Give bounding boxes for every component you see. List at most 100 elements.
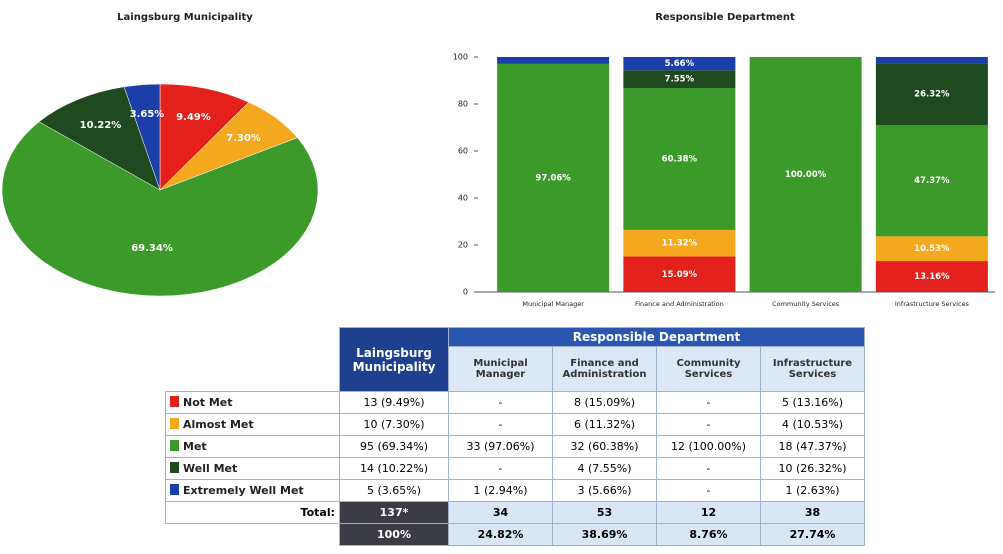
total-cell: 53 <box>552 501 657 524</box>
percent-cell: 24.82% <box>448 523 553 546</box>
total-cell: 38 <box>760 501 865 524</box>
x-tick-label: Finance and Administration <box>635 300 724 308</box>
y-tick-label: 0 <box>463 288 468 297</box>
table-row: Met 95 (69.34%) 33 (97.06%) 32 (60.38%) 12 (… <box>165 435 865 458</box>
row-label: Met <box>165 435 340 458</box>
table-row: 100% 24.82% 38.69% 8.76% 27.74% <box>166 523 865 546</box>
table-cell: 1 (2.63%) <box>760 479 865 502</box>
pie-label: 10.22% <box>80 120 122 131</box>
column-header: Municipal Manager <box>448 346 553 392</box>
pie-label: 9.49% <box>176 112 211 123</box>
row-label-text: Not Met <box>183 396 233 409</box>
pie-slice <box>159 83 250 191</box>
pie-label: 3.65% <box>130 109 165 120</box>
bar-title: Responsible Department <box>655 12 795 23</box>
bar-segment <box>875 261 988 292</box>
pie-slice <box>1 121 319 297</box>
table-cell: 13 (9.49%) <box>339 391 449 414</box>
bar-segment <box>497 57 610 64</box>
table-row: Municipal Manager Finance and Administrat… <box>166 346 865 392</box>
color-swatch <box>170 418 179 429</box>
row-label-text: Almost Met <box>183 418 254 431</box>
bar-label: 7.55% <box>665 75 695 85</box>
y-tick-label: 20 <box>458 241 468 250</box>
bar-label: 10.53% <box>914 244 950 254</box>
column-header: Finance and Administration <box>552 346 657 392</box>
y-tick-label: 40 <box>458 194 468 203</box>
x-tick-label: Community Services <box>772 300 840 308</box>
bar-label: 11.32% <box>662 239 698 249</box>
table-cell: - <box>656 413 761 436</box>
table-cell: 18 (47.37%) <box>760 435 865 458</box>
pie-title: Laingsburg Municipality <box>117 12 253 23</box>
x-tick-label: Infrastructure Services <box>895 300 970 308</box>
total-cell: 137* <box>339 501 449 524</box>
table-cell: 3 (5.66%) <box>552 479 657 502</box>
percent-cell: 100% <box>339 523 449 546</box>
table-row: Laingsburg Municipality Responsible Depar… <box>166 327 865 392</box>
total-cell: 34 <box>448 501 553 524</box>
charts: Laingsburg Municipality Responsible Depa… <box>1 12 995 308</box>
table-cell: 32 (60.38%) <box>552 435 657 458</box>
table-row: Extremely Well Met 5 (3.65%) 1 (2.94%) 3 (5… <box>165 479 865 502</box>
color-swatch <box>170 462 179 473</box>
total-cell: 12 <box>656 501 761 524</box>
row-label: Extremely Well Met <box>165 479 340 502</box>
table-cell: 95 (69.34%) <box>339 435 449 458</box>
pie-label: 7.30% <box>226 133 261 144</box>
spacer <box>166 524 340 546</box>
table-cell: 5 (3.65%) <box>339 479 449 502</box>
group-header: Responsible Department <box>448 327 865 347</box>
table-cell: 10 (26.32%) <box>760 457 865 480</box>
table-cell: 8 (15.09%) <box>552 391 657 414</box>
row-label: Almost Met <box>165 413 340 436</box>
column-header: Laingsburg Municipality <box>339 327 449 392</box>
corner <box>166 328 340 392</box>
table-cell: 14 (10.22%) <box>339 457 449 480</box>
percent-cell: 27.74% <box>760 523 865 546</box>
color-swatch <box>170 396 179 407</box>
bar-label: 60.38% <box>662 154 698 164</box>
results-table: Laingsburg Municipality Responsible Depar… <box>165 327 865 546</box>
column-header: Infrastructure Services <box>760 346 865 392</box>
table-cell: 33 (97.06%) <box>448 435 553 458</box>
bar-segment <box>623 229 736 257</box>
table-cell: 1 (2.94%) <box>448 479 553 502</box>
bar-label: 100.00% <box>785 170 827 180</box>
bar-segment <box>623 57 736 71</box>
table-cell: 10 (7.30%) <box>339 413 449 436</box>
table-cell: - <box>448 413 553 436</box>
y-tick-label: 80 <box>458 100 468 109</box>
table-row: Not Met 13 (9.49%) -8 (15.09%) -5 (13.16%) <box>165 391 865 414</box>
row-label-text: Extremely Well Met <box>183 484 304 497</box>
table-cell: - <box>656 479 761 502</box>
bar-segment <box>875 63 988 126</box>
table-cell: - <box>656 391 761 414</box>
table-cell: - <box>448 457 553 480</box>
row-label: Not Met <box>165 391 340 414</box>
bar-segment <box>875 236 988 262</box>
y-tick-label: 100 <box>453 53 468 62</box>
bar-segment <box>875 56 988 64</box>
table-cell: - <box>448 391 553 414</box>
row-label-text: Well Met <box>183 462 238 475</box>
table-cell: 4 (10.53%) <box>760 413 865 436</box>
bar-segment <box>623 256 736 292</box>
total-label: Total: <box>165 501 340 524</box>
table-cell: 12 (100.00%) <box>656 435 761 458</box>
bar-label: 13.16% <box>914 272 950 282</box>
bar-label: 5.66% <box>665 59 695 69</box>
table-cell: - <box>656 457 761 480</box>
table-row: Almost Met 10 (7.30%) -6 (11.32%) -4 (10.53… <box>165 413 865 436</box>
pie-slice <box>38 86 161 191</box>
table-cell: 5 (13.16%) <box>760 391 865 414</box>
row-label-text: Met <box>183 440 207 453</box>
bar-segment <box>623 88 736 230</box>
y-tick-label: 60 <box>458 147 468 156</box>
table-cell: 6 (11.32%) <box>552 413 657 436</box>
bar-segment <box>497 63 610 293</box>
table-cell: 4 (7.55%) <box>552 457 657 480</box>
percent-cell: 38.69% <box>552 523 657 546</box>
x-tick-label: Municipal Manager <box>522 300 584 308</box>
